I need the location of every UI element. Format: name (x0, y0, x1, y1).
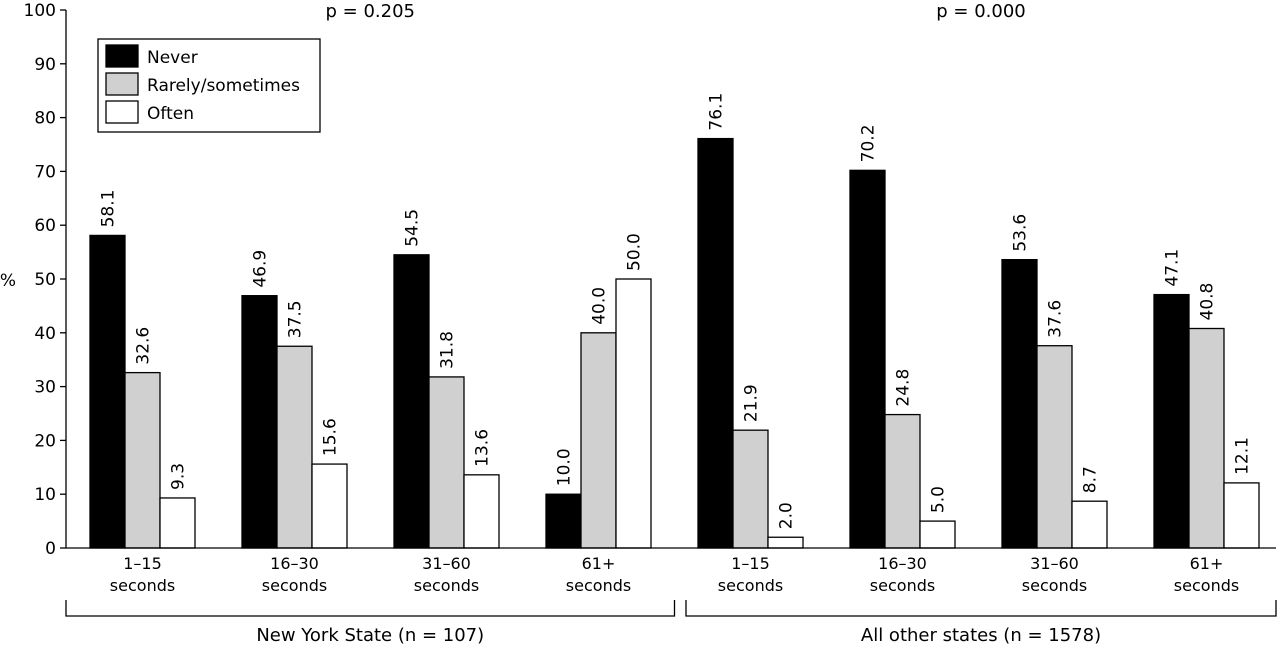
bar-value-label: 9.3 (169, 463, 189, 490)
bar-never-1-15 (89, 234, 126, 549)
bar-rarely-sometimes-61 (1188, 327, 1225, 549)
bar-value-label: 24.8 (894, 369, 914, 407)
group-bracket (685, 600, 1277, 617)
x-category-label: 16–30 (270, 554, 319, 573)
bar-value-label: 8.7 (1081, 466, 1101, 493)
y-tick-label: 10 (34, 485, 56, 505)
y-tick-label: 0 (45, 539, 56, 559)
y-tick-label: 80 (34, 109, 56, 129)
bar-value-label: 53.6 (1011, 214, 1031, 252)
group-p-value: p = 0.205 (326, 1, 415, 22)
x-category-label: 61+ (1190, 554, 1224, 573)
x-category-sublabel: seconds (718, 576, 783, 595)
x-category-sublabel: seconds (110, 576, 175, 595)
legend-label-rarely-sometimes: Rarely/sometimes (147, 76, 300, 96)
bar-rarely-sometimes-16-30 (884, 413, 921, 549)
bar-value-label: 15.6 (321, 418, 341, 456)
bar-value-label: 5.0 (929, 486, 949, 513)
legend-swatch-often (105, 100, 139, 124)
y-tick-label: 40 (34, 324, 56, 344)
x-category-sublabel: seconds (1174, 576, 1239, 595)
bar-value-label: 13.6 (473, 429, 493, 467)
bar-value-label: 21.9 (742, 384, 762, 422)
bar-never-31-60 (1001, 258, 1038, 549)
bar-value-label: 47.1 (1163, 249, 1183, 287)
group-annotations: New York State (n = 107) p = 0.205 All oth… (65, 1, 1277, 646)
y-tick-label: 70 (34, 162, 56, 182)
group-label: New York State (n = 107) (256, 625, 484, 646)
bar-value-label: 40.8 (1198, 283, 1218, 321)
bar-rarely-sometimes-1-15 (732, 429, 769, 549)
bar-value-label: 76.1 (707, 93, 727, 131)
x-axis-labels: 1–15 seconds 16–30 seconds 31–60 seconds 61+ se… (110, 554, 1239, 595)
y-tick-label: 60 (34, 216, 56, 236)
bar-value-label: 54.5 (403, 209, 423, 247)
bar-never-61 (1153, 293, 1190, 549)
bar-never-61 (545, 493, 582, 549)
x-category-label: 31–60 (1030, 554, 1079, 573)
x-category-label: 16–30 (878, 554, 927, 573)
bar-never-31-60 (393, 254, 430, 549)
bars (66, 137, 1276, 549)
bar-value-label: 37.6 (1046, 300, 1066, 338)
group-label: All other states (n = 1578) (861, 625, 1101, 646)
legend-label-never: Never (147, 48, 198, 68)
bar-often-61 (1223, 482, 1260, 549)
bar-value-label: 12.1 (1233, 437, 1253, 475)
bar-often-31-60 (463, 474, 500, 549)
bar-value-label: 50.0 (625, 233, 645, 271)
bar-often-31-60 (1071, 500, 1108, 549)
legend: Never Rarely/sometimes Often (97, 38, 321, 133)
x-category-label: 1–15 (731, 554, 770, 573)
bar-value-label: 10.0 (555, 448, 575, 486)
x-category-sublabel: seconds (414, 576, 479, 595)
bar-value-label: 37.5 (286, 300, 306, 338)
bar-rarely-sometimes-31-60 (428, 376, 465, 549)
x-category-sublabel: seconds (1022, 576, 1087, 595)
bar-value-label: 70.2 (859, 124, 879, 162)
y-tick-label: 20 (34, 431, 56, 451)
bar-value-label: 58.1 (99, 190, 119, 228)
x-category-label: 31–60 (422, 554, 471, 573)
bar-never-16-30 (849, 169, 886, 549)
bar-value-label: 40.0 (590, 287, 610, 325)
x-category-label: 61+ (582, 554, 616, 573)
group-p-value: p = 0.000 (936, 1, 1025, 22)
bar-never-1-15 (697, 137, 734, 549)
y-tick-label: 90 (34, 55, 56, 75)
bar-often-61 (615, 278, 652, 549)
bar-often-16-30 (919, 520, 956, 549)
bar-rarely-sometimes-61 (580, 332, 617, 549)
bar-rarely-sometimes-16-30 (276, 345, 313, 549)
x-category-sublabel: seconds (870, 576, 935, 595)
bar-often-16-30 (311, 463, 348, 549)
y-axis-label: % (0, 271, 16, 291)
bar-value-label: 46.9 (251, 250, 271, 288)
bar-often-1-15 (767, 536, 804, 549)
y-axis: 0 10 20 30 40 50 60 70 80 90 100 (24, 1, 67, 559)
x-category-sublabel: seconds (566, 576, 631, 595)
bar-value-label: 31.8 (438, 331, 458, 369)
bar-value-label: 32.6 (134, 327, 154, 365)
y-tick-label: 30 (34, 378, 56, 398)
bar-rarely-sometimes-1-15 (124, 371, 161, 549)
bar-never-16-30 (241, 295, 278, 549)
legend-label-often: Often (147, 104, 194, 124)
y-tick-label: 100 (24, 1, 56, 21)
legend-swatch-never (105, 44, 139, 68)
legend-swatch-rarely-sometimes (105, 72, 139, 96)
group-bracket (65, 600, 676, 617)
bar-often-1-15 (159, 497, 196, 549)
y-tick-label: 50 (34, 270, 56, 290)
x-category-label: 1–15 (123, 554, 162, 573)
bar-rarely-sometimes-31-60 (1036, 345, 1073, 549)
bar-value-label: 2.0 (777, 502, 797, 529)
x-category-sublabel: seconds (262, 576, 327, 595)
bar-labels: 58.1 32.6 9.3 46.9 37.5 15.6 54.5 31.8 13.6 10.0 4… (99, 93, 1253, 530)
